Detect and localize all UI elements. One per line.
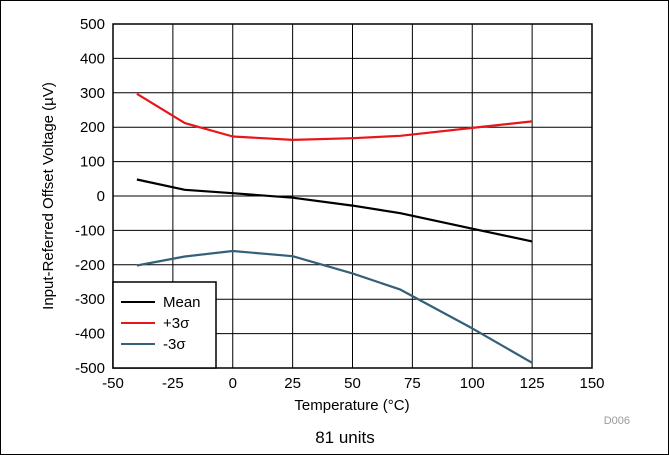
x-tick-label: 25 bbox=[284, 375, 301, 392]
legend-box bbox=[112, 281, 217, 369]
y-tick-label: -400 bbox=[75, 326, 105, 343]
y-tick-label: 300 bbox=[80, 85, 105, 102]
x-tick-label: 100 bbox=[460, 375, 485, 392]
legend-label-mean: Mean bbox=[163, 294, 201, 311]
x-tick-label: 150 bbox=[579, 375, 604, 392]
y-tick-label: 100 bbox=[80, 154, 105, 171]
x-tick-labels: -50 -25 0 25 50 75 100 125 150 bbox=[102, 375, 604, 392]
y-axis-title: Input-Referred Offset Voltage (µV) bbox=[40, 82, 57, 310]
caption: 81 units bbox=[315, 428, 375, 447]
figure-code: D006 bbox=[604, 415, 630, 427]
x-tick-label: 75 bbox=[404, 375, 421, 392]
x-axis-title: Temperature (°C) bbox=[294, 397, 409, 414]
series-line-mean bbox=[136, 178, 533, 243]
series-line-plus3sigma bbox=[136, 92, 533, 141]
x-tick-label: -25 bbox=[162, 375, 184, 392]
series-line-minus3sigma bbox=[136, 249, 533, 364]
y-tick-label: -500 bbox=[75, 360, 105, 377]
x-tick-label: 125 bbox=[520, 375, 545, 392]
x-tick-label: -50 bbox=[102, 375, 124, 392]
y-tick-label: -100 bbox=[75, 222, 105, 239]
y-tick-label: 500 bbox=[80, 16, 105, 33]
y-tick-label: 0 bbox=[97, 188, 105, 205]
series-lines bbox=[136, 92, 533, 364]
legend-label-plus3sigma: +3σ bbox=[163, 315, 190, 332]
y-tick-label: 400 bbox=[80, 50, 105, 67]
legend-label-minus3sigma: -3σ bbox=[163, 336, 186, 353]
y-tick-label: -200 bbox=[75, 257, 105, 274]
x-tick-label: 0 bbox=[229, 375, 237, 392]
plot-border bbox=[112, 23, 593, 369]
y-tick-labels: 500 400 300 200 100 0 -100 -200 -300 -400 -500 bbox=[75, 16, 105, 377]
y-tick-label: 200 bbox=[80, 119, 105, 136]
y-tick-label: -300 bbox=[75, 291, 105, 308]
x-tick-label: 50 bbox=[344, 375, 361, 392]
legend: Mean +3σ -3σ bbox=[112, 281, 217, 369]
